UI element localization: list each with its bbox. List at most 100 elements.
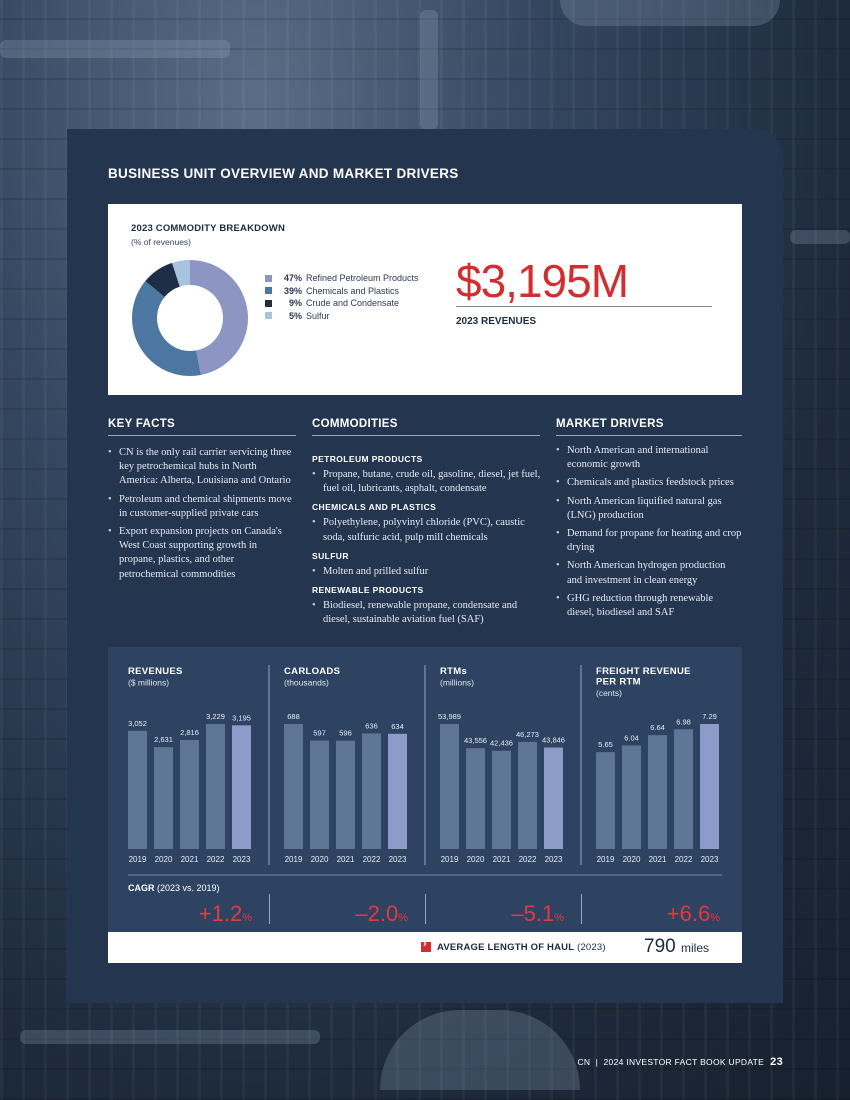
tick-label: 2020	[311, 855, 329, 864]
list-item: Export expansion projects on Canada's We…	[108, 525, 293, 582]
chart-title: PER RTM	[596, 677, 641, 688]
chart-subtitle: ($ millions)	[128, 678, 169, 688]
list-item: Propane, butane, crude oil, gasoline, di…	[312, 468, 544, 496]
commodity-breakdown-card: 2023 COMMODITY BREAKDOWN (% of revenues)…	[108, 204, 742, 395]
legend-label: Sulfur	[306, 310, 330, 321]
bar-2019	[440, 724, 459, 849]
legend-percent: 9%	[288, 298, 302, 309]
bar-2023	[388, 733, 407, 849]
tick-label: 2020	[623, 855, 641, 864]
data-label: 634	[391, 722, 404, 731]
legend-swatch	[265, 274, 272, 282]
bar-2023	[544, 747, 563, 849]
data-label: 5.65	[598, 740, 613, 749]
commodities-list: PETROLEUM PRODUCTS Propane, butane, crud…	[312, 448, 544, 631]
list-item: Demand for propane for heating and crop …	[556, 527, 742, 555]
data-label: 2,631	[154, 735, 173, 744]
tick-label: 2023	[389, 855, 407, 864]
data-label: 3,229	[206, 712, 225, 721]
donut-slice-2	[145, 262, 180, 297]
commodity-group-title: CHEMICALS AND PLASTICS	[312, 502, 437, 513]
tick-label: 2021	[649, 855, 667, 864]
bar-2022	[206, 724, 225, 849]
commodities-heading: COMMODITIES	[312, 418, 398, 430]
list-item: North American hydrogen production and i…	[556, 559, 742, 587]
data-label: 6.64	[650, 723, 665, 732]
list-item: North American and international economi…	[556, 444, 742, 472]
key-facts-heading: KEY FACTS	[108, 418, 176, 430]
revenue-total: $3,195M	[456, 255, 629, 307]
list-item: North American liquified natural gas (LN…	[556, 495, 742, 523]
legend-percent: 47%	[283, 273, 302, 284]
tick-label: 2023	[233, 855, 251, 864]
bar-2022	[674, 729, 693, 849]
breakdown-title: 2023 COMMODITY BREAKDOWN	[131, 223, 286, 234]
cagr-freight-revenue: +6.6%	[666, 901, 720, 926]
market-drivers-list: North American and international economi…	[556, 444, 742, 624]
list-item: CN is the only rail carrier servicing th…	[108, 446, 293, 489]
data-label: 3,195	[232, 713, 251, 722]
cagr-rtms: –5.1%	[511, 901, 564, 926]
legend-percent: 5%	[288, 310, 302, 321]
bar-2022	[518, 741, 537, 849]
tick-label: 2022	[207, 855, 225, 864]
chart-title: CARLOADS	[284, 666, 340, 677]
bar-2020	[154, 747, 173, 849]
bar-2021	[648, 735, 667, 849]
donut-legend: 47% Refined Petroleum Products 39% Chemical…	[265, 272, 419, 322]
bar-2023	[700, 724, 719, 849]
tick-label: 2022	[363, 855, 381, 864]
data-label: 2,816	[180, 728, 199, 737]
legend-label: Chemicals and Plastics	[306, 285, 400, 296]
divider	[108, 435, 296, 436]
bar-2021	[180, 739, 199, 849]
legend-label: Refined Petroleum Products	[306, 273, 419, 284]
list-item: Petroleum and chemical shipments move in…	[108, 493, 293, 521]
divider	[269, 894, 270, 924]
chart-subtitle: (cents)	[596, 688, 622, 698]
list-item: Chemicals and plastics feedstock prices	[556, 476, 742, 490]
legend-entry: 47% Refined Petroleum Products	[265, 272, 419, 285]
list-item: Polyethylene, polyvinyl chloride (PVC), …	[312, 516, 544, 544]
cagr-label: CAGR (2023 vs. 2019)	[128, 883, 220, 893]
length-of-haul-bar: AVERAGE LENGTH OF HAUL (2023) 790 miles	[108, 932, 742, 963]
data-label: 6.04	[624, 733, 639, 742]
bar-2022	[362, 733, 381, 849]
data-label: 7.29	[702, 712, 717, 721]
data-label: 688	[287, 712, 300, 721]
donut-slice-3	[172, 260, 190, 287]
page-footer: CN | 2024 INVESTOR FACT BOOK UPDATE 23	[577, 1056, 783, 1068]
bar-2021	[336, 740, 355, 849]
commodity-group-title: PETROLEUM PRODUCTS	[312, 454, 423, 464]
tick-label: 2020	[155, 855, 173, 864]
breakdown-subtitle: (% of revenues)	[131, 237, 191, 247]
legend-entry: 39% Chemicals and Plastics	[265, 285, 419, 298]
data-label: 3,052	[128, 719, 147, 728]
data-label: 6.98	[676, 717, 691, 726]
list-item: Molten and prilled sulfur	[312, 565, 544, 579]
cagr-carloads: –2.0%	[355, 901, 408, 926]
data-label: 636	[365, 721, 378, 730]
revenue-label: 2023 REVENUES	[456, 316, 537, 327]
data-label: 43,846	[542, 735, 565, 744]
bar-2019	[596, 752, 615, 849]
tick-label: 2019	[597, 855, 615, 864]
tick-label: 2019	[285, 855, 303, 864]
tick-label: 2023	[545, 855, 563, 864]
tick-label: 2023	[701, 855, 719, 864]
bar-2021	[492, 750, 511, 849]
legend-entry: 5% Sulfur	[265, 310, 419, 323]
legend-label: Crude and Condensate	[306, 298, 400, 309]
divider	[425, 894, 426, 924]
tick-label: 2019	[441, 855, 459, 864]
bar-2020	[310, 740, 329, 849]
commodity-group-title: RENEWABLE PRODUCTS	[312, 585, 424, 596]
page-title: BUSINESS UNIT OVERVIEW AND MARKET DRIVER…	[108, 166, 459, 181]
tick-label: 2021	[181, 855, 199, 864]
data-label: 43,556	[464, 736, 487, 745]
cagr-revenues: +1.2%	[198, 901, 252, 926]
divider	[581, 894, 582, 924]
divider	[312, 435, 540, 436]
bar-2020	[622, 745, 641, 849]
